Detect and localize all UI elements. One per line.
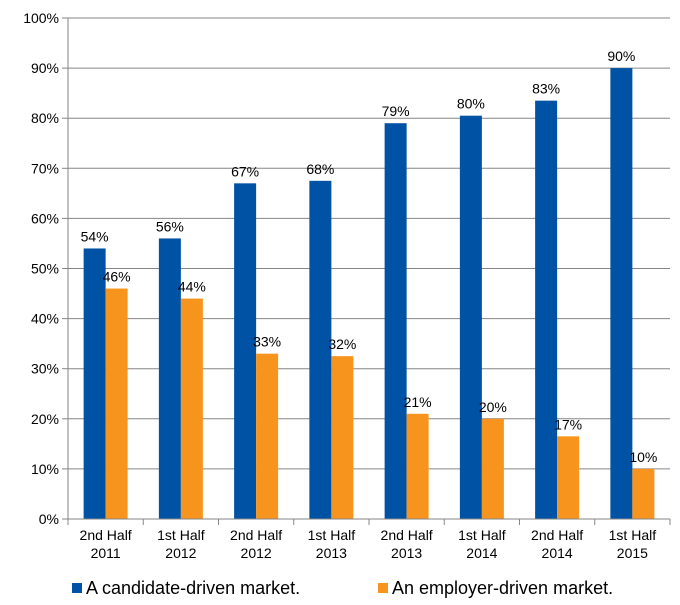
bar-employer [406, 413, 429, 519]
legend-label: A candidate-driven market. [86, 578, 300, 598]
data-label: 44% [178, 279, 206, 295]
bar-candidate [610, 68, 633, 519]
bar-employer [105, 288, 128, 519]
data-label: 20% [479, 399, 507, 415]
data-label: 67% [231, 163, 259, 179]
bar-candidate [158, 238, 181, 519]
y-tick-label: 70% [31, 160, 59, 176]
data-label: 33% [253, 334, 281, 350]
x-axis-category-labels: 2nd Half 2011 1st Half 2012 2nd Half 2012 1st … [80, 527, 657, 561]
category-label: 1st Half 2012 [157, 527, 205, 561]
data-label: 21% [404, 394, 432, 410]
category-label: 2nd Half 2011 [80, 527, 132, 561]
data-label: 79% [382, 103, 410, 119]
legend-label: An employer-driven market. [392, 578, 613, 598]
legend-swatch [378, 583, 388, 593]
bar-employer [557, 436, 580, 519]
data-label: 68% [306, 161, 334, 177]
data-label: 32% [328, 336, 356, 352]
category-label: 1st Half 2013 [308, 527, 356, 561]
data-label: 54% [81, 228, 109, 244]
category-label: 2nd Half 2012 [230, 527, 282, 561]
legend: A candidate-driven market. An employer-dr… [72, 578, 613, 598]
y-tick-label: 100% [23, 10, 59, 26]
bar-candidate [83, 248, 106, 519]
y-tick-label: 40% [31, 311, 59, 327]
y-tick-label: 60% [31, 210, 59, 226]
bar-candidate [459, 115, 482, 519]
bar-candidate [535, 100, 558, 519]
category-label: 1st Half 2014 [458, 527, 506, 561]
bar-employer [331, 356, 354, 519]
data-label: 17% [554, 416, 582, 432]
y-tick-label: 50% [31, 261, 59, 277]
category-label: 2nd Half 2013 [381, 527, 433, 561]
x-axis [67, 18, 671, 525]
data-labels: 54% 56% 67% 68% 79% 80% 83% 90% 46% 44% 33% 32% 21% 2… [81, 48, 658, 465]
bar-employer [632, 468, 655, 519]
data-label: 80% [457, 96, 485, 112]
bar-candidate [309, 180, 332, 519]
y-tick-label: 0% [39, 511, 59, 527]
y-tick-label: 80% [31, 110, 59, 126]
bar-employer [180, 298, 203, 519]
bar-employer [481, 418, 504, 519]
bars [83, 68, 655, 520]
y-tick-label: 90% [31, 60, 59, 76]
data-label: 56% [156, 218, 184, 234]
category-label: 1st Half 2015 [609, 527, 657, 561]
bar-employer [256, 353, 279, 519]
category-label: 2nd Half 2014 [531, 527, 583, 561]
y-axis-tick-labels: 0% 10% 20% 30% 40% 50% 60% 70% 80% 90% 100% [23, 10, 59, 527]
bar-candidate [384, 123, 407, 520]
bar-candidate [234, 183, 257, 519]
y-tick-label: 30% [31, 361, 59, 377]
data-label: 10% [629, 449, 657, 465]
y-tick-label: 20% [31, 411, 59, 427]
data-label: 90% [607, 48, 635, 64]
data-label: 46% [103, 269, 131, 285]
y-tick-label: 10% [31, 461, 59, 477]
legend-swatch [72, 583, 82, 593]
data-label: 83% [532, 81, 560, 97]
